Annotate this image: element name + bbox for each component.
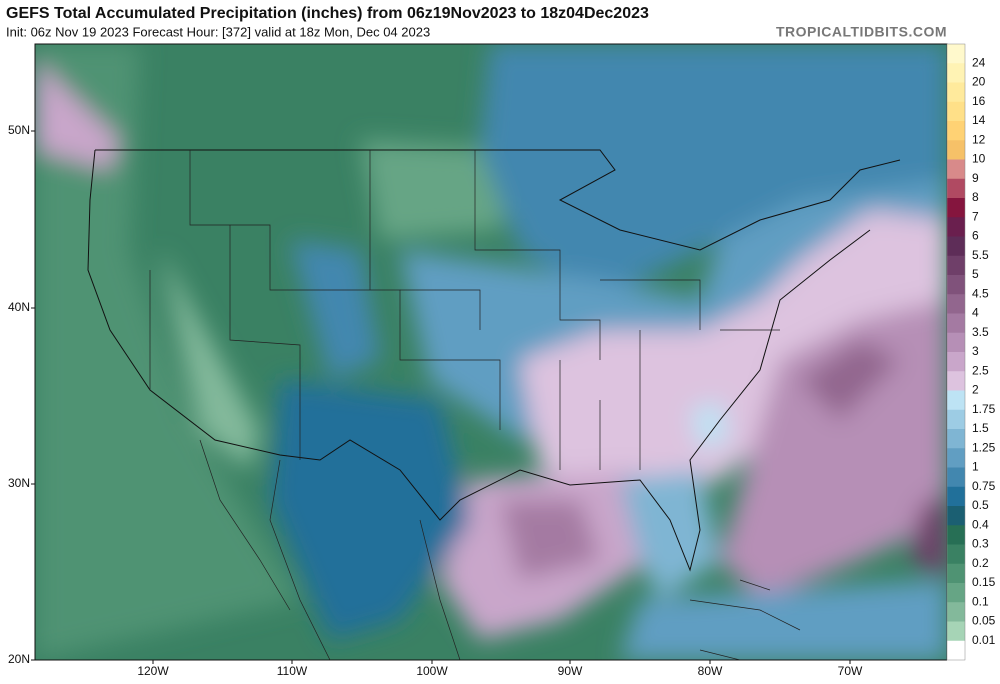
colorbar-label: 10 <box>972 152 986 166</box>
colorbar-label: 6 <box>972 229 979 243</box>
colorbar-label: 0.05 <box>972 614 996 628</box>
colorbar-bin <box>947 506 965 526</box>
colorbar-label: 2.5 <box>972 363 989 377</box>
colorbar-bin <box>947 525 965 545</box>
latitude-label: 30N <box>8 476 30 490</box>
colorbar-bin <box>947 82 965 103</box>
longitude-label: 110W <box>277 664 308 678</box>
colorbar-label: 0.5 <box>972 498 989 512</box>
colorbar-label: 12 <box>972 132 986 146</box>
colorbar-label: 4 <box>972 306 979 320</box>
colorbar-bin <box>947 63 965 83</box>
latitude-label: 40N <box>8 300 30 314</box>
colorbar-bin <box>947 429 965 449</box>
colorbar-label: 14 <box>972 113 986 127</box>
colorbar-bin <box>947 178 965 199</box>
colorbar-bin <box>947 602 965 622</box>
longitude-label: 90W <box>558 664 583 678</box>
colorbar-bin <box>947 294 965 314</box>
longitude-label: 100W <box>416 664 448 678</box>
colorbar-label: 1.75 <box>972 402 996 416</box>
colorbar-label: 5.5 <box>972 248 989 262</box>
colorbar-label: 4.5 <box>972 286 989 300</box>
colorbar-label: 20 <box>972 75 986 89</box>
colorbar-bin <box>947 121 965 141</box>
colorbar-label: 2 <box>972 383 979 397</box>
axes: 50N 40N 30N 20N 120W 110W 100W 90W 80W 70W <box>8 123 863 678</box>
colorbar-bin <box>947 236 965 257</box>
colorbar-bin <box>947 275 965 295</box>
colorbar-label: 0.2 <box>972 556 989 570</box>
colorbar-bin <box>947 544 965 565</box>
latitude-label: 20N <box>8 652 30 666</box>
colorbar-bin <box>947 101 965 122</box>
longitude-label: 80W <box>698 664 723 678</box>
colorbar-label: 3 <box>972 344 979 358</box>
colorbar-bin <box>947 140 965 160</box>
colorbar-label: 9 <box>972 171 979 185</box>
colorbar-bin <box>947 448 965 468</box>
colorbar-label: 16 <box>972 94 986 108</box>
colorbar-label: 1.5 <box>972 421 989 435</box>
colorbar-label: 1 <box>972 460 979 474</box>
site-name: TROPICALTIDBITS.COM <box>776 24 947 40</box>
colorbar-bin <box>947 640 965 661</box>
latitude-label: 50N <box>8 123 30 137</box>
subtitle: Init: 06z Nov 19 2023 Forecast Hour: [37… <box>6 24 430 39</box>
colorbar-bin <box>947 583 965 603</box>
colorbar-label: 7 <box>972 209 979 223</box>
longitude-label: 70W <box>838 664 863 678</box>
colorbar-bin <box>947 563 965 584</box>
colorbar-bin <box>947 217 965 237</box>
colorbar-bin <box>947 332 965 353</box>
colorbar-bin <box>947 313 965 334</box>
colorbar-bin <box>947 390 965 411</box>
colorbar-bin <box>947 409 965 430</box>
colorbar-bin <box>947 352 965 372</box>
colorbar-bin <box>947 198 965 218</box>
colorbar-frame <box>946 43 966 661</box>
colorbar-label: 0.4 <box>972 517 989 531</box>
colorbar-label: 0.01 <box>972 633 996 647</box>
map <box>35 44 947 660</box>
longitude-label: 120W <box>137 664 169 678</box>
colorbar-label: 3.5 <box>972 325 989 339</box>
colorbar-bin <box>947 255 965 276</box>
colorbar-label: 8 <box>972 190 979 204</box>
colorbar-bin <box>947 486 965 507</box>
colorbar-label: 1.25 <box>972 440 996 454</box>
boundaries <box>87 149 901 660</box>
colorbar-bin <box>947 44 965 64</box>
colorbar-label: 0.1 <box>972 594 989 608</box>
colorbar-label: 0.75 <box>972 479 996 493</box>
colorbar: 24 20 16 14 12 10 9 8 7 6 5.5 5 4.5 4 3.5 3 2.5 2 1.75 1.5 1… <box>946 43 996 661</box>
colorbar-label: 24 <box>972 55 986 69</box>
colorbar-bin <box>947 371 965 391</box>
colorbar-label: 0.15 <box>972 575 996 589</box>
colorbar-label: 0.3 <box>972 537 989 551</box>
title: GEFS Total Accumulated Precipitation (in… <box>6 5 649 22</box>
colorbar-label: 5 <box>972 267 979 281</box>
colorbar-bin <box>947 621 965 642</box>
colorbar-bin <box>947 467 965 488</box>
colorbar-bin <box>947 159 965 180</box>
